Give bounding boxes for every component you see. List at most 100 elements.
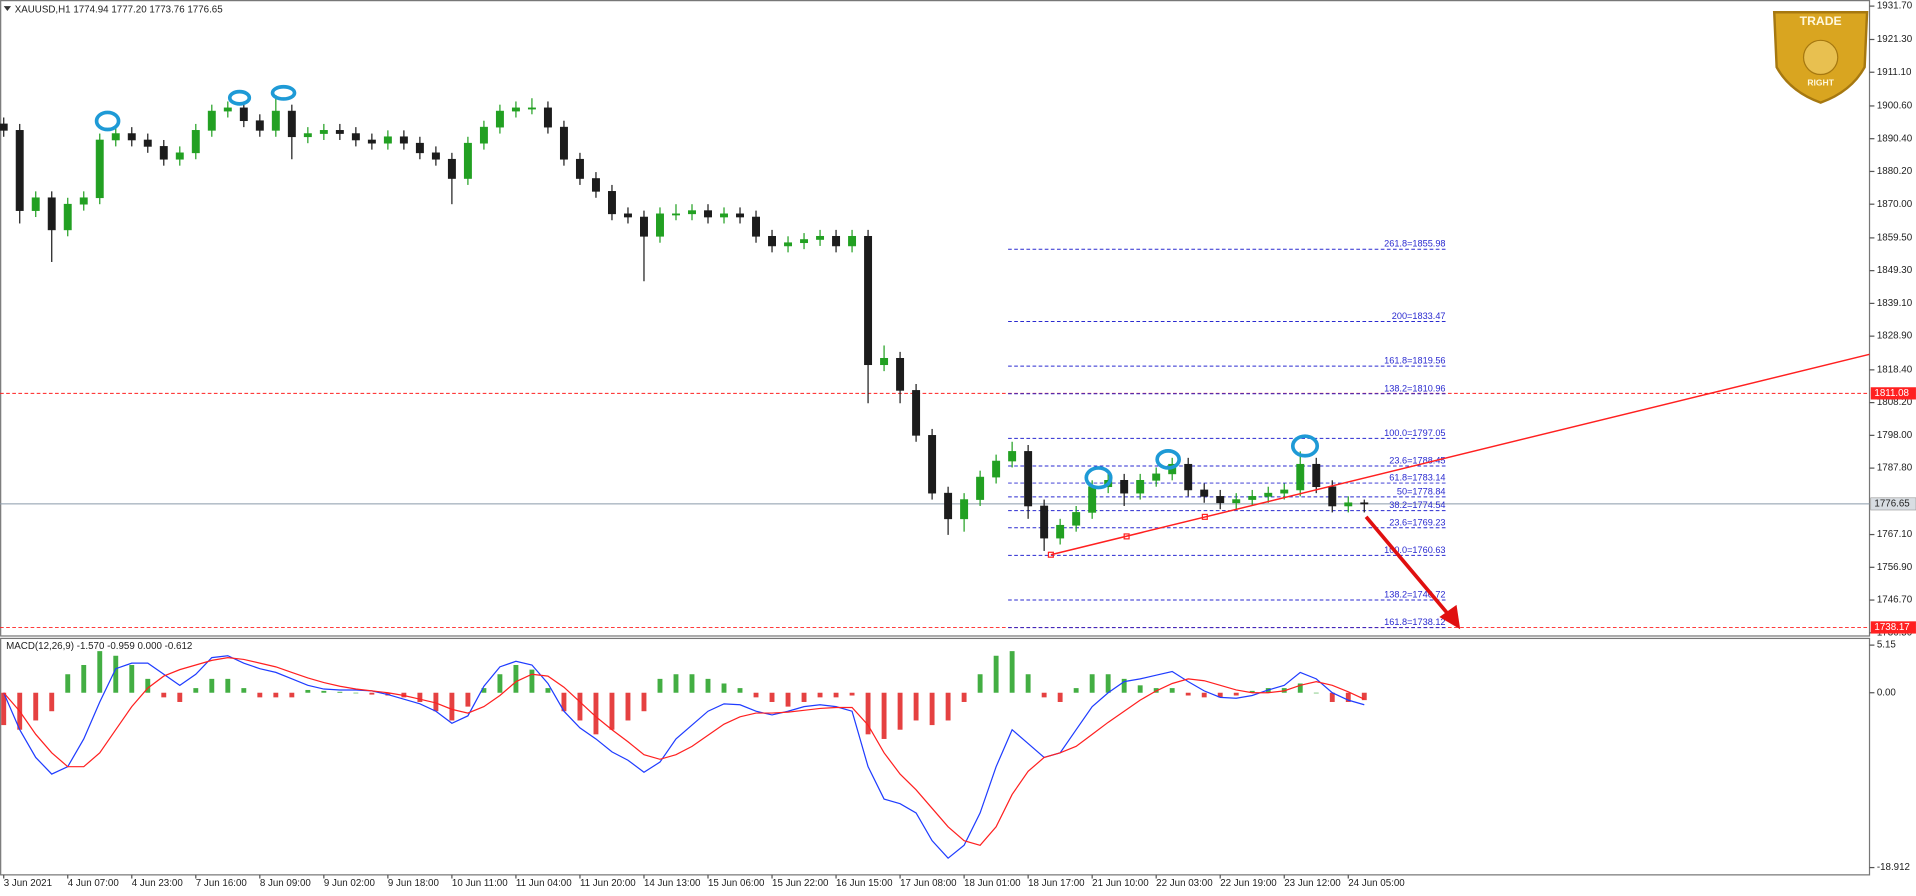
candle-body: [351, 133, 360, 141]
candle-body: [495, 110, 504, 128]
candle-body: [31, 197, 40, 211]
macd-histogram-bar: [657, 678, 663, 693]
fib-label: 100.0=1797.05: [1384, 428, 1445, 438]
macd-histogram-bar: [1361, 692, 1367, 701]
y-tick-label: 1767.10: [1877, 529, 1913, 540]
candle-body: [15, 130, 24, 211]
macd-histogram-bar: [65, 674, 71, 693]
x-tick-label: 18 Jun 01:00: [964, 878, 1021, 889]
candle-body: [1072, 512, 1081, 526]
fib-label: 100.0=1760.63: [1384, 545, 1445, 555]
candle-body: [527, 107, 536, 110]
y-tick-label: 1931.70: [1877, 1, 1913, 12]
y-tick-label: 1890.40: [1877, 133, 1913, 144]
macd-histogram-bar: [1121, 678, 1127, 693]
candle-body: [479, 126, 488, 144]
macd-histogram-bar: [897, 692, 903, 730]
macd-histogram-bar: [1089, 674, 1095, 693]
macd-histogram-bar: [417, 692, 423, 702]
candle-body: [768, 235, 777, 247]
macd-histogram-bar: [945, 692, 951, 721]
candle-body: [591, 178, 600, 192]
x-tick-label: 24 Jun 05:00: [1348, 878, 1405, 889]
candle-body: [848, 235, 857, 247]
macd-histogram-bar: [305, 689, 311, 693]
candle-body: [1344, 502, 1353, 507]
y-tick-label: 1859.50: [1877, 232, 1913, 243]
macd-histogram-bar: [961, 692, 967, 702]
macd-histogram-bar: [625, 692, 631, 721]
fib-label: 38.2=1774.54: [1389, 500, 1445, 510]
y-tick-label: 1746.70: [1877, 595, 1913, 606]
x-tick-label: 15 Jun 22:00: [772, 878, 829, 889]
candle-body: [335, 130, 344, 134]
macd-histogram-bar: [801, 692, 807, 702]
highlight-circle: [227, 89, 252, 106]
macd-histogram-bar: [769, 692, 775, 702]
macd-histogram-bar: [1025, 674, 1031, 693]
candle-body: [415, 142, 424, 154]
candle-body: [1328, 486, 1337, 507]
candle-body: [704, 210, 712, 218]
candle-body: [559, 126, 568, 160]
fib-label: 23.6=1788.45: [1389, 456, 1445, 466]
macd-histogram-bar: [49, 692, 55, 712]
macd-line: [3, 655, 1365, 860]
macd-histogram-bar: [1217, 692, 1223, 698]
symbol-toggle[interactable]: [3, 6, 12, 11]
candle-body: [1136, 479, 1145, 494]
candle-body: [624, 213, 632, 218]
macd-histogram-bar: [1297, 683, 1303, 693]
candle-body: [800, 239, 809, 244]
y-tick-label: 0.00: [1877, 687, 1897, 698]
x-tick-label: 4 Jun 07:00: [68, 878, 120, 889]
candle-body: [431, 152, 440, 160]
y-tick-label: 1756.90: [1877, 562, 1913, 573]
y-tick-label: 5.15: [1877, 640, 1897, 651]
candle-body: [463, 142, 472, 179]
macd-histogram-bar: [1201, 692, 1207, 698]
y-tick-label: 1808.20: [1877, 397, 1913, 408]
forecast-arrow: [1364, 515, 1454, 620]
macd-histogram-bar: [529, 669, 535, 693]
candle-body: [1152, 473, 1161, 481]
trend-anchor: [1047, 551, 1054, 558]
macd-histogram-bar: [1057, 692, 1063, 702]
candle-body: [832, 235, 841, 247]
candle-body: [47, 197, 56, 231]
macd-histogram-bar: [1041, 692, 1047, 698]
x-tick-label: 10 Jun 11:00: [452, 878, 508, 889]
y-tick-label: 1900.60: [1877, 101, 1913, 112]
macd-title: MACD(12,26,9) -1.570 -0.959 0.000 -0.612: [6, 641, 192, 652]
macd-histogram-bar: [289, 692, 295, 698]
candle-body: [784, 242, 793, 247]
price-tag: [1870, 621, 1916, 634]
y-tick-label: -18.912: [1877, 862, 1910, 873]
y-tick-label: 1880.20: [1877, 166, 1913, 177]
fib-label: 61.8=1783.14: [1389, 473, 1445, 483]
candle-body: [1200, 489, 1209, 497]
main-panel-frame: [0, 0, 1871, 637]
candle-body: [960, 499, 969, 520]
candle-body: [399, 136, 408, 144]
macd-histogram-bar: [1345, 692, 1351, 702]
candle-body: [239, 107, 248, 122]
logo: TRADE RIGHT: [1772, 10, 1869, 104]
candle-body: [543, 107, 552, 128]
macd-histogram-bar: [577, 692, 583, 721]
macd-histogram-bar: [561, 692, 567, 712]
macd-histogram-bar: [273, 692, 279, 698]
candle-body: [0, 123, 8, 131]
candle-body: [255, 120, 264, 131]
logo-text: RIGHT: [1807, 77, 1834, 87]
macd-histogram-bar: [977, 674, 983, 693]
macd-histogram-bar: [369, 692, 375, 695]
chart-title: XAUUSD,H1 1774.94 1777.20 1773.76 1776.6…: [15, 4, 224, 15]
candle-body: [816, 235, 825, 240]
macd-histogram-bar: [353, 692, 359, 694]
x-tick-label: 11 Jun 04:00: [516, 878, 572, 889]
candle-body: [95, 139, 104, 199]
macd-histogram-bar: [881, 692, 887, 739]
candle-body: [207, 110, 216, 131]
